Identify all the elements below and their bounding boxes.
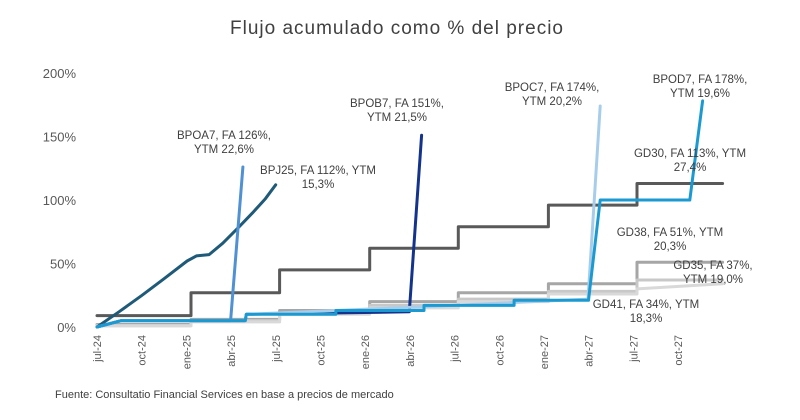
series-label-gd41: 18,3%	[630, 313, 663, 325]
x-tick-label: oct-25	[316, 335, 328, 366]
series-label-bpj25: 15,3%	[302, 179, 335, 191]
chart-title: Flujo acumulado como % del precio	[230, 18, 564, 39]
series-label-gd38: 20,3%	[654, 241, 687, 253]
x-tick-label: abr-26	[405, 335, 417, 367]
series-label-bpoa7: YTM 22,6%	[194, 144, 254, 156]
y-tick-label: 100%	[43, 193, 77, 208]
x-tick-label: ene-26	[360, 335, 372, 369]
series-labels: GD30, FA 113%, YTM 27,4% GD38, FA 51%, YTM…	[177, 74, 753, 325]
series-label-bpod7: YTM 19,6%	[670, 88, 730, 100]
x-tick-label: ene-27	[539, 335, 551, 369]
series-label-bpoc7: BPOC7, FA 174%,	[505, 82, 600, 94]
x-tick-label: abr-25	[226, 335, 238, 367]
x-tick-label: jul-26	[450, 335, 462, 363]
series-label-gd41: GD41, FA 34%, YTM	[593, 299, 700, 311]
x-tick-label: jul-25	[271, 335, 283, 363]
y-tick-label: 200%	[43, 66, 77, 81]
series-line-bpj25	[95, 183, 278, 329]
series-label-gd35: GD35, FA 37%,	[673, 260, 752, 272]
x-tick-label: oct-27	[673, 335, 685, 366]
series-label-gd38: GD38, FA 51%, YTM	[617, 227, 724, 239]
series-line-bpoa7	[95, 165, 245, 329]
source-note: Fuente: Consultatio Financial Services e…	[55, 389, 394, 401]
series-label-bpod7: BPOD7, FA 178%,	[653, 74, 748, 86]
series-label-gd30: GD30, FA 113%, YTM	[634, 148, 746, 160]
x-tick-label: jul-24	[92, 335, 104, 363]
x-axis: jul-24 oct-24 ene-25 abr-25 jul-25 oct-25 ene-…	[92, 335, 685, 369]
x-tick-label: jul-27	[628, 335, 640, 363]
y-axis: 0% 50% 100% 150% 200%	[43, 66, 77, 335]
y-tick-label: 150%	[43, 130, 77, 145]
y-tick-label: 50%	[50, 257, 76, 272]
series-label-bpoa7: BPOA7, FA 126%,	[177, 130, 271, 142]
series-label-gd35: YTM 19,0%	[683, 274, 743, 286]
y-tick-label: 0%	[57, 320, 76, 335]
series-label-bpoc7: YTM 20,2%	[522, 96, 582, 108]
x-tick-label: oct-26	[494, 335, 506, 366]
series-label-bpj25: BPJ25, FA 112%, YTM	[260, 165, 376, 177]
plot-area	[95, 99, 725, 329]
x-tick-label: oct-24	[137, 335, 149, 366]
x-tick-label: ene-25	[181, 335, 193, 369]
x-tick-label: abr-27	[584, 335, 596, 367]
series-label-gd30: 27,4%	[674, 162, 707, 174]
series-label-bpob7: YTM 21,5%	[367, 112, 427, 124]
series-label-bpob7: BPOB7, FA 151%,	[350, 98, 444, 110]
series-line-bpob7	[95, 133, 424, 329]
series-line-bpod7	[95, 99, 705, 329]
